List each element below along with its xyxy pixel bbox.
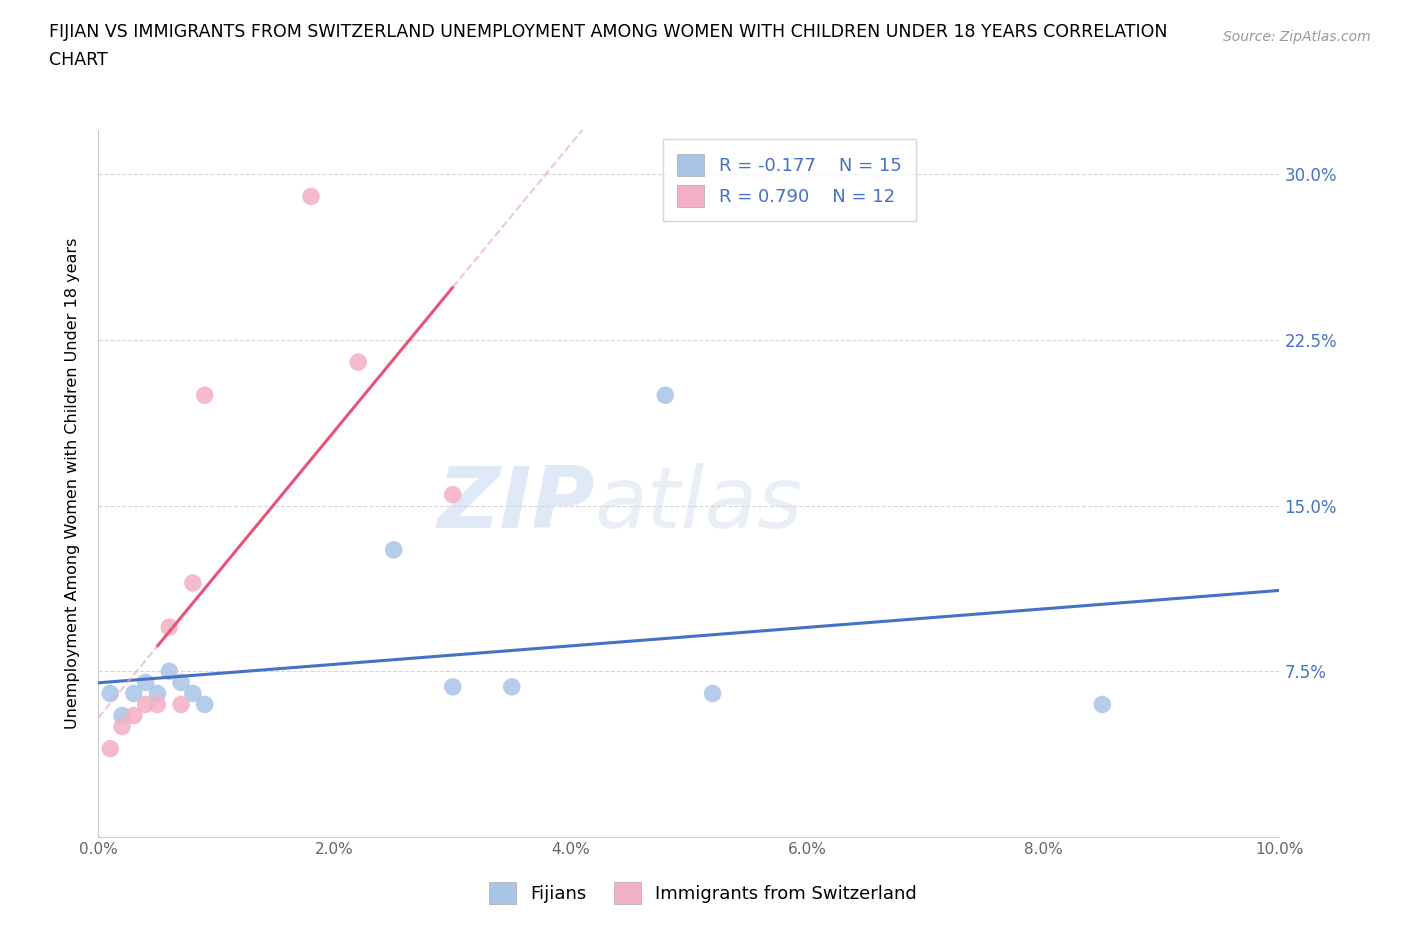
Text: ZIP: ZIP (437, 463, 595, 546)
Point (654, 388, 676, 403)
Point (170, 675, 193, 690)
Point (111, 719, 134, 734)
Point (135, 675, 157, 690)
Legend: Fijians, Immigrants from Switzerland: Fijians, Immigrants from Switzerland (482, 875, 924, 911)
Point (170, 698, 193, 712)
Text: Source: ZipAtlas.com: Source: ZipAtlas.com (1223, 30, 1371, 44)
Point (194, 388, 217, 403)
Point (157, 619, 180, 634)
Point (194, 698, 217, 712)
Point (181, 686, 204, 701)
Text: FIJIAN VS IMMIGRANTS FROM SWITZERLAND UNEMPLOYMENT AMONG WOMEN WITH CHILDREN UND: FIJIAN VS IMMIGRANTS FROM SWITZERLAND UN… (49, 23, 1168, 41)
Text: CHART: CHART (49, 51, 108, 69)
Point (111, 708, 134, 723)
Y-axis label: Unemployment Among Women with Children Under 18 years: Unemployment Among Women with Children U… (65, 238, 80, 729)
Legend: R = -0.177    N = 15, R = 0.790    N = 12: R = -0.177 N = 15, R = 0.790 N = 12 (664, 140, 917, 221)
Point (122, 686, 145, 701)
Point (382, 542, 405, 557)
Point (146, 686, 169, 701)
Point (441, 487, 464, 502)
Point (157, 664, 180, 679)
Point (98, 686, 121, 701)
Point (181, 576, 204, 591)
Point (441, 679, 464, 694)
Point (135, 698, 157, 712)
Text: atlas: atlas (595, 463, 803, 546)
Point (122, 708, 145, 723)
Point (98, 741, 121, 756)
Point (146, 698, 169, 712)
Point (1091, 698, 1114, 712)
Point (702, 686, 724, 701)
Point (347, 354, 370, 369)
Point (299, 189, 322, 204)
Point (501, 679, 523, 694)
